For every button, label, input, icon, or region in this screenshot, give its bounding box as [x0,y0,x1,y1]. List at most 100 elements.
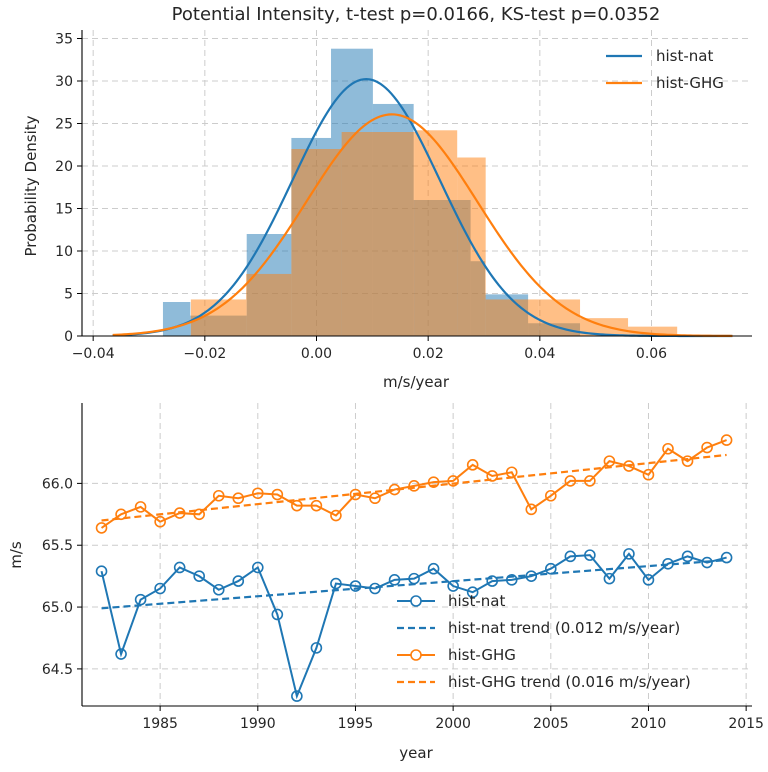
data-point-hist-ghg [349,488,362,501]
histogram-bar-hist-nat [162,302,191,336]
histogram-bar-hist-ghg [291,149,342,336]
histogram-bar-hist-ghg [246,273,292,336]
data-point-hist-ghg [408,480,420,492]
histogram-y-tick-label: 35 [55,32,73,48]
data-point-hist-nat [603,572,616,585]
data-point-hist-ghg [701,441,713,454]
data-point-hist-nat [584,549,596,561]
data-point-hist-ghg [427,476,440,488]
data-point-hist-ghg [603,455,616,467]
timeseries-x-tick-label: 1990 [240,716,276,732]
data-point-hist-nat [252,561,264,574]
data-point-hist-ghg [212,489,225,502]
timeseries-axes: 1985 1990 1995 2000 2005 2010 2015 64.5 65.0 65.5… [42,403,764,732]
data-point-hist-ghg [134,501,147,513]
data-point-hist-nat [564,550,577,563]
histogram-y-tick-label: 10 [55,244,73,260]
legend-label: hist-nat [448,592,505,610]
data-point-hist-ghg [486,470,499,482]
data-point-hist-nat [291,690,303,702]
data-point-hist-nat [154,582,166,595]
legend-marker-hist-ghg [410,649,422,661]
timeseries-x-tick-label: 2010 [631,716,667,732]
histogram-bars [162,48,678,336]
data-point-hist-ghg [369,492,381,505]
timeseries-y-tick-label: 65.0 [42,600,73,616]
data-point-hist-nat [720,551,733,564]
data-point-hist-ghg [232,492,245,505]
timeseries-y-tick-label: 65.5 [42,538,73,554]
histogram-axes: −0.04 −0.02 0.00 0.02 0.04 0.06 0 5 10 15 20 25 30 35 [55,30,752,362]
trend-line-hist-nat-trend-0-012-m-s-year [101,558,727,610]
histogram-x-tick-label: −0.04 [72,346,115,362]
trend-line-hist-ghg-trend-0-016-m-s-year [101,453,727,522]
data-point-hist-nat [525,570,538,582]
timeseries-legend: hist-nat hist-nat trend (0.012 m/s/year) h… [397,592,691,691]
histogram-bar-hist-ghg [628,326,678,336]
data-point-hist-nat [349,580,362,592]
data-point-hist-ghg [447,475,459,487]
legend-marker-hist-nat [410,595,422,607]
data-point-hist-nat [271,608,284,621]
data-point-hist-nat [330,577,342,590]
fit-curve-hist-ghg [112,113,733,338]
data-point-hist-ghg [584,475,596,487]
timeseries-y-axis-label: m/s [7,541,25,569]
data-point-hist-nat [545,562,557,575]
data-point-hist-nat [212,583,225,596]
timeseries-y-tick-label: 66.0 [42,476,73,492]
legend-label: hist-nat [656,47,713,65]
histogram-y-tick-label: 15 [55,202,73,218]
data-point-hist-ghg [564,475,577,487]
histogram-bar-hist-ghg [457,157,486,336]
data-point-hist-nat [310,642,323,654]
histogram-x-tick-label: 0.06 [636,346,667,362]
histogram-y-tick-label: 5 [64,287,73,303]
histogram-bar-hist-ghg [341,132,415,336]
data-point-hist-nat [95,565,108,577]
series-line-hist-nat [100,552,727,700]
histogram-x-tick-label: 0.00 [301,346,332,362]
timeseries-panel: 1985 1990 1995 2000 2005 2010 2015 64.5 65.0 65.5… [7,403,764,762]
data-point-hist-nat [193,570,206,582]
data-point-hist-ghg [642,468,655,481]
histogram-y-tick-label: 25 [55,117,73,133]
data-point-hist-ghg [154,515,166,528]
data-point-hist-ghg [681,455,694,467]
data-point-hist-ghg [291,499,303,512]
data-point-hist-nat [642,574,655,586]
histogram-x-tick-label: 0.04 [524,346,555,362]
data-point-hist-ghg [310,499,323,512]
histogram-x-tick-label: −0.02 [183,346,226,362]
chart-title: Potential Intensity, t-test p=0.0166, KS… [172,4,661,25]
data-point-hist-nat [623,548,635,560]
histogram-y-axis-label: Probability Density [22,115,40,256]
timeseries-x-tick-label: 2000 [435,716,471,732]
data-point-hist-ghg [193,508,206,521]
data-point-hist-nat [701,556,713,569]
data-point-hist-nat [115,648,127,660]
data-point-hist-nat [232,575,245,587]
timeseries-x-tick-label: 2005 [533,716,569,732]
timeseries-lines [95,434,733,702]
histogram-x-tick-label: 0.02 [413,346,444,362]
histogram-y-tick-label: 30 [55,74,73,90]
data-point-hist-ghg [466,459,479,471]
data-point-hist-ghg [545,489,557,502]
data-point-hist-nat [427,562,440,575]
data-point-hist-ghg [720,434,733,446]
legend-label: hist-GHG trend (0.016 m/s/year) [448,673,691,691]
series-line-hist-ghg [100,439,727,529]
data-point-hist-nat [173,561,186,574]
timeseries-x-axis-label: year [399,744,433,762]
data-point-hist-ghg [95,522,108,534]
legend-label: hist-GHG [448,646,516,664]
histogram-panel: Potential Intensity, t-test p=0.0166, KS… [22,4,752,391]
histogram-y-tick-label: 20 [55,159,73,175]
timeseries-grid [82,403,752,706]
data-point-hist-ghg [271,488,284,501]
data-point-hist-ghg [252,487,264,500]
data-point-hist-ghg [662,442,674,455]
data-point-hist-nat [486,575,499,587]
